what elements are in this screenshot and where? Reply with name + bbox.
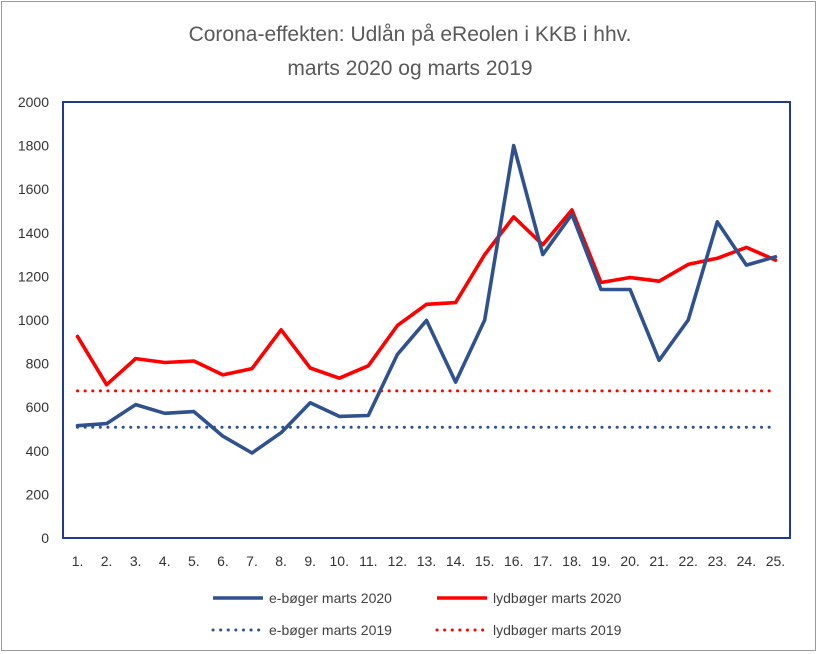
x-axis-ticks: 1. 2. 3. 4. 5. 6. 7. 8. 9. 10. 11. 12. 13. 14. 15. 16. 1… (72, 553, 785, 569)
y-axis-ticks: 0 200 400 600 800 1000 1200 1400 1600 1800 2000 (18, 94, 49, 546)
x-tick-label: 3. (130, 553, 142, 569)
x-tick-label: 11. (359, 553, 377, 569)
x-tick-label: 8. (275, 553, 287, 569)
y-tick-label: 0 (41, 530, 49, 546)
x-tick-label: 23. (708, 553, 727, 569)
x-tick-label: 5. (188, 553, 200, 569)
y-tick-label: 1400 (18, 225, 49, 241)
y-tick-label: 1800 (18, 138, 49, 154)
legend-label-3: e-bøger marts 2019 (269, 622, 392, 638)
x-tick-label: 17. (533, 553, 552, 569)
legend-label-2: lydbøger marts 2020 (493, 590, 622, 606)
x-tick-label: 14. (446, 553, 465, 569)
plot-area-border (62, 101, 791, 539)
x-tick-label: 9. (304, 553, 316, 569)
x-tick-label: 24. (737, 553, 756, 569)
y-tick-label: 400 (26, 443, 50, 459)
x-tick-label: 15. (475, 553, 494, 569)
x-tick-label: 2. (101, 553, 113, 569)
x-tick-label: 6. (217, 553, 229, 569)
x-tick-label: 10. (330, 553, 349, 569)
x-tick-label: 12. (388, 553, 407, 569)
x-tick-label: 22. (678, 553, 697, 569)
series-layer (75, 143, 778, 455)
legend: e-bøger marts 2020 lydbøger marts 2020 e-b… (211, 590, 622, 638)
x-tick-label: 21. (649, 553, 668, 569)
y-tick-label: 200 (26, 486, 50, 502)
legend-label-1: e-bøger marts 2020 (269, 590, 392, 606)
chart-subtitle: marts 2020 og marts 2019 (287, 57, 532, 80)
y-tick-label: 1600 (18, 181, 49, 197)
x-tick-label: 7. (246, 553, 258, 569)
x-tick-label: 19. (591, 553, 610, 569)
series-line-2 (75, 208, 778, 387)
x-tick-label: 4. (159, 553, 171, 569)
y-tick-label: 2000 (18, 94, 49, 110)
x-tick-label: 20. (620, 553, 639, 569)
x-tick-label: 25. (766, 553, 785, 569)
series-line-1 (75, 143, 778, 455)
x-tick-label: 16. (504, 553, 523, 569)
x-tick-label: 1. (72, 553, 84, 569)
y-tick-label: 800 (26, 356, 50, 372)
y-tick-label: 1200 (18, 268, 49, 284)
x-tick-label: 13. (417, 553, 436, 569)
chart-title: Corona-effekten: Udlån på eReolen i KKB … (189, 23, 632, 46)
y-tick-label: 600 (26, 399, 50, 415)
x-tick-label: 18. (562, 553, 581, 569)
legend-label-4: lydbøger marts 2019 (493, 622, 622, 638)
y-tick-label: 1000 (18, 312, 49, 328)
